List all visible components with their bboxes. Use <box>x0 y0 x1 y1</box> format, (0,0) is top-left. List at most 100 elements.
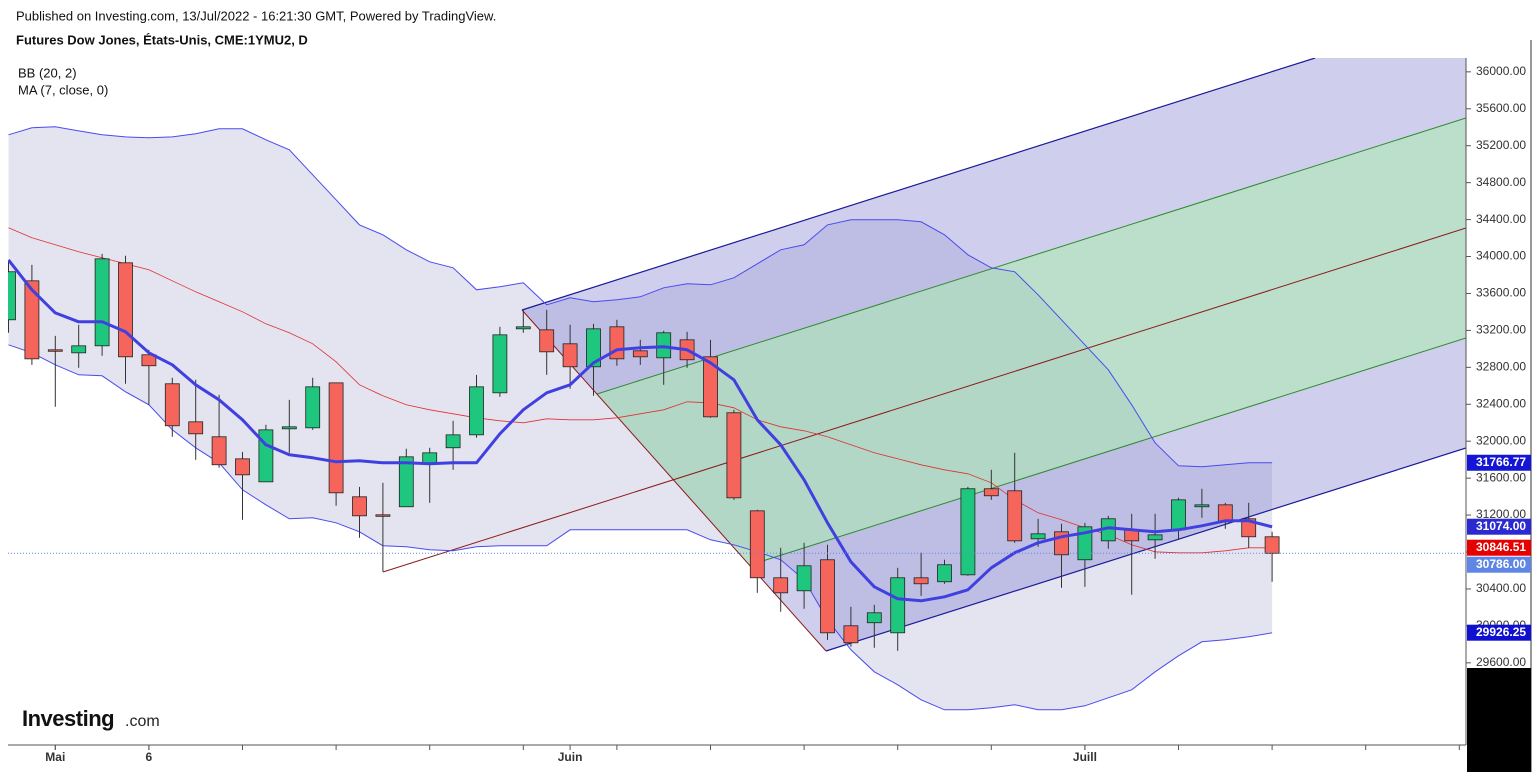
price-label: 30846.51 <box>1476 540 1526 554</box>
candle-body <box>235 458 250 476</box>
candle-body <box>1007 490 1023 542</box>
candle-body <box>188 421 204 435</box>
candle-body <box>469 386 484 436</box>
pitchfork-median <box>382 227 1466 573</box>
x-tick-label: 6 <box>146 750 153 764</box>
candle-body <box>632 350 648 358</box>
candle-body <box>586 328 601 368</box>
candle-body <box>913 577 929 585</box>
candle-body <box>1030 533 1046 540</box>
y-tick-label: 34400.00 <box>1476 212 1526 226</box>
y-tick-label: 34800.00 <box>1476 175 1526 189</box>
ma-line <box>8 258 1273 603</box>
candle-body <box>703 356 718 418</box>
candle-body <box>1241 518 1257 538</box>
y-tick-label: 33200.00 <box>1476 323 1526 337</box>
candle-body <box>1077 526 1093 561</box>
y-tick-label: 31600.00 <box>1476 470 1526 484</box>
candles <box>8 253 1280 651</box>
candle-body <box>937 564 952 583</box>
candle-body <box>305 386 321 429</box>
pitchfork <box>382 58 1466 652</box>
legend-bb: BB (20, 2) <box>18 65 77 80</box>
x-tick-label: Mai <box>45 750 65 764</box>
candle-body <box>1217 504 1233 523</box>
candle-body <box>398 456 414 508</box>
candle-body <box>843 625 859 644</box>
logo-suffix: .com <box>125 713 160 730</box>
logo: Investing <box>22 706 114 731</box>
candle-body <box>1147 534 1163 541</box>
y-tick-label: 32800.00 <box>1476 360 1526 374</box>
candle-body <box>890 577 906 634</box>
candle-body <box>71 345 87 354</box>
candle-body <box>796 565 812 592</box>
candle-body <box>281 426 297 430</box>
candle-body <box>1264 536 1280 554</box>
candle-body <box>422 452 438 464</box>
price-label-box <box>1467 624 1531 641</box>
candle-body <box>47 349 63 352</box>
y-tick-label: 35200.00 <box>1476 138 1526 152</box>
candle-body <box>960 488 976 576</box>
ma-layer <box>8 258 1273 603</box>
candle-body <box>94 258 110 347</box>
candle-body <box>352 496 367 517</box>
candle-body <box>24 280 40 360</box>
y-tick-label: 36000.00 <box>1476 64 1526 78</box>
pitchfork-inner-fill <box>597 118 1466 565</box>
y-tick-label: 34000.00 <box>1476 249 1526 263</box>
axis-corner <box>1467 668 1531 772</box>
candle-body <box>118 262 133 358</box>
axes: 29600.0030000.0030400.0030800.0031200.00… <box>8 40 1532 772</box>
candle-body <box>749 510 765 579</box>
x-tick-label: Juin <box>558 750 583 764</box>
price-label-box <box>1467 556 1531 573</box>
x-tick-label: Juill <box>1073 750 1097 764</box>
candle-body <box>983 488 999 497</box>
y-tick-label: 31200.00 <box>1476 507 1526 521</box>
bb-upper <box>8 126 1273 468</box>
candle-body <box>1171 499 1186 531</box>
candle-body <box>141 354 157 367</box>
candle-body <box>866 612 882 624</box>
price-labels: 31766.77 31074.00 30846.51 30786.00 29926.25 <box>1467 454 1531 641</box>
pitchfork-inner-lower <box>749 337 1466 566</box>
chart-title: Futures Dow Jones, États-Unis, CME:1YMU2… <box>16 32 308 47</box>
candle-body <box>328 382 344 494</box>
candle-body <box>515 326 531 330</box>
candle-body <box>492 334 508 394</box>
candle-body <box>562 343 578 368</box>
y-tick-label: 32000.00 <box>1476 433 1526 447</box>
y-tick-label: 35600.00 <box>1476 101 1526 115</box>
pitchfork-upper <box>521 58 1316 311</box>
y-tick-label: 29600.00 <box>1476 655 1526 669</box>
candle-body <box>164 383 180 427</box>
candle-body <box>726 412 742 499</box>
bb-middle <box>8 227 1273 554</box>
price-label-box <box>1467 454 1531 471</box>
price-label: 29926.25 <box>1476 625 1526 639</box>
pitchfork-lower <box>825 447 1466 652</box>
candle-body <box>211 436 227 466</box>
y-tick-label: 33600.00 <box>1476 286 1526 300</box>
candle-body <box>539 329 555 353</box>
y-tick-label: 30400.00 <box>1476 581 1526 595</box>
candle-body <box>375 514 391 517</box>
candle-body <box>8 271 16 321</box>
candle-body <box>445 434 461 449</box>
price-label: 31074.00 <box>1476 519 1526 533</box>
legend-ma: MA (7, close, 0) <box>18 82 108 97</box>
y-tick-label: 32400.00 <box>1476 396 1526 410</box>
candle-body <box>773 577 789 594</box>
price-label-box <box>1467 518 1531 535</box>
candle-body <box>820 559 835 634</box>
price-label-box <box>1467 539 1531 556</box>
published-line: Published on Investing.com, 13/Jul/2022 … <box>16 8 496 23</box>
price-label: 31766.77 <box>1476 455 1526 469</box>
price-label: 30786.00 <box>1476 557 1526 571</box>
candle-body <box>1194 504 1210 508</box>
pitchfork-inner-upper <box>596 117 1466 395</box>
